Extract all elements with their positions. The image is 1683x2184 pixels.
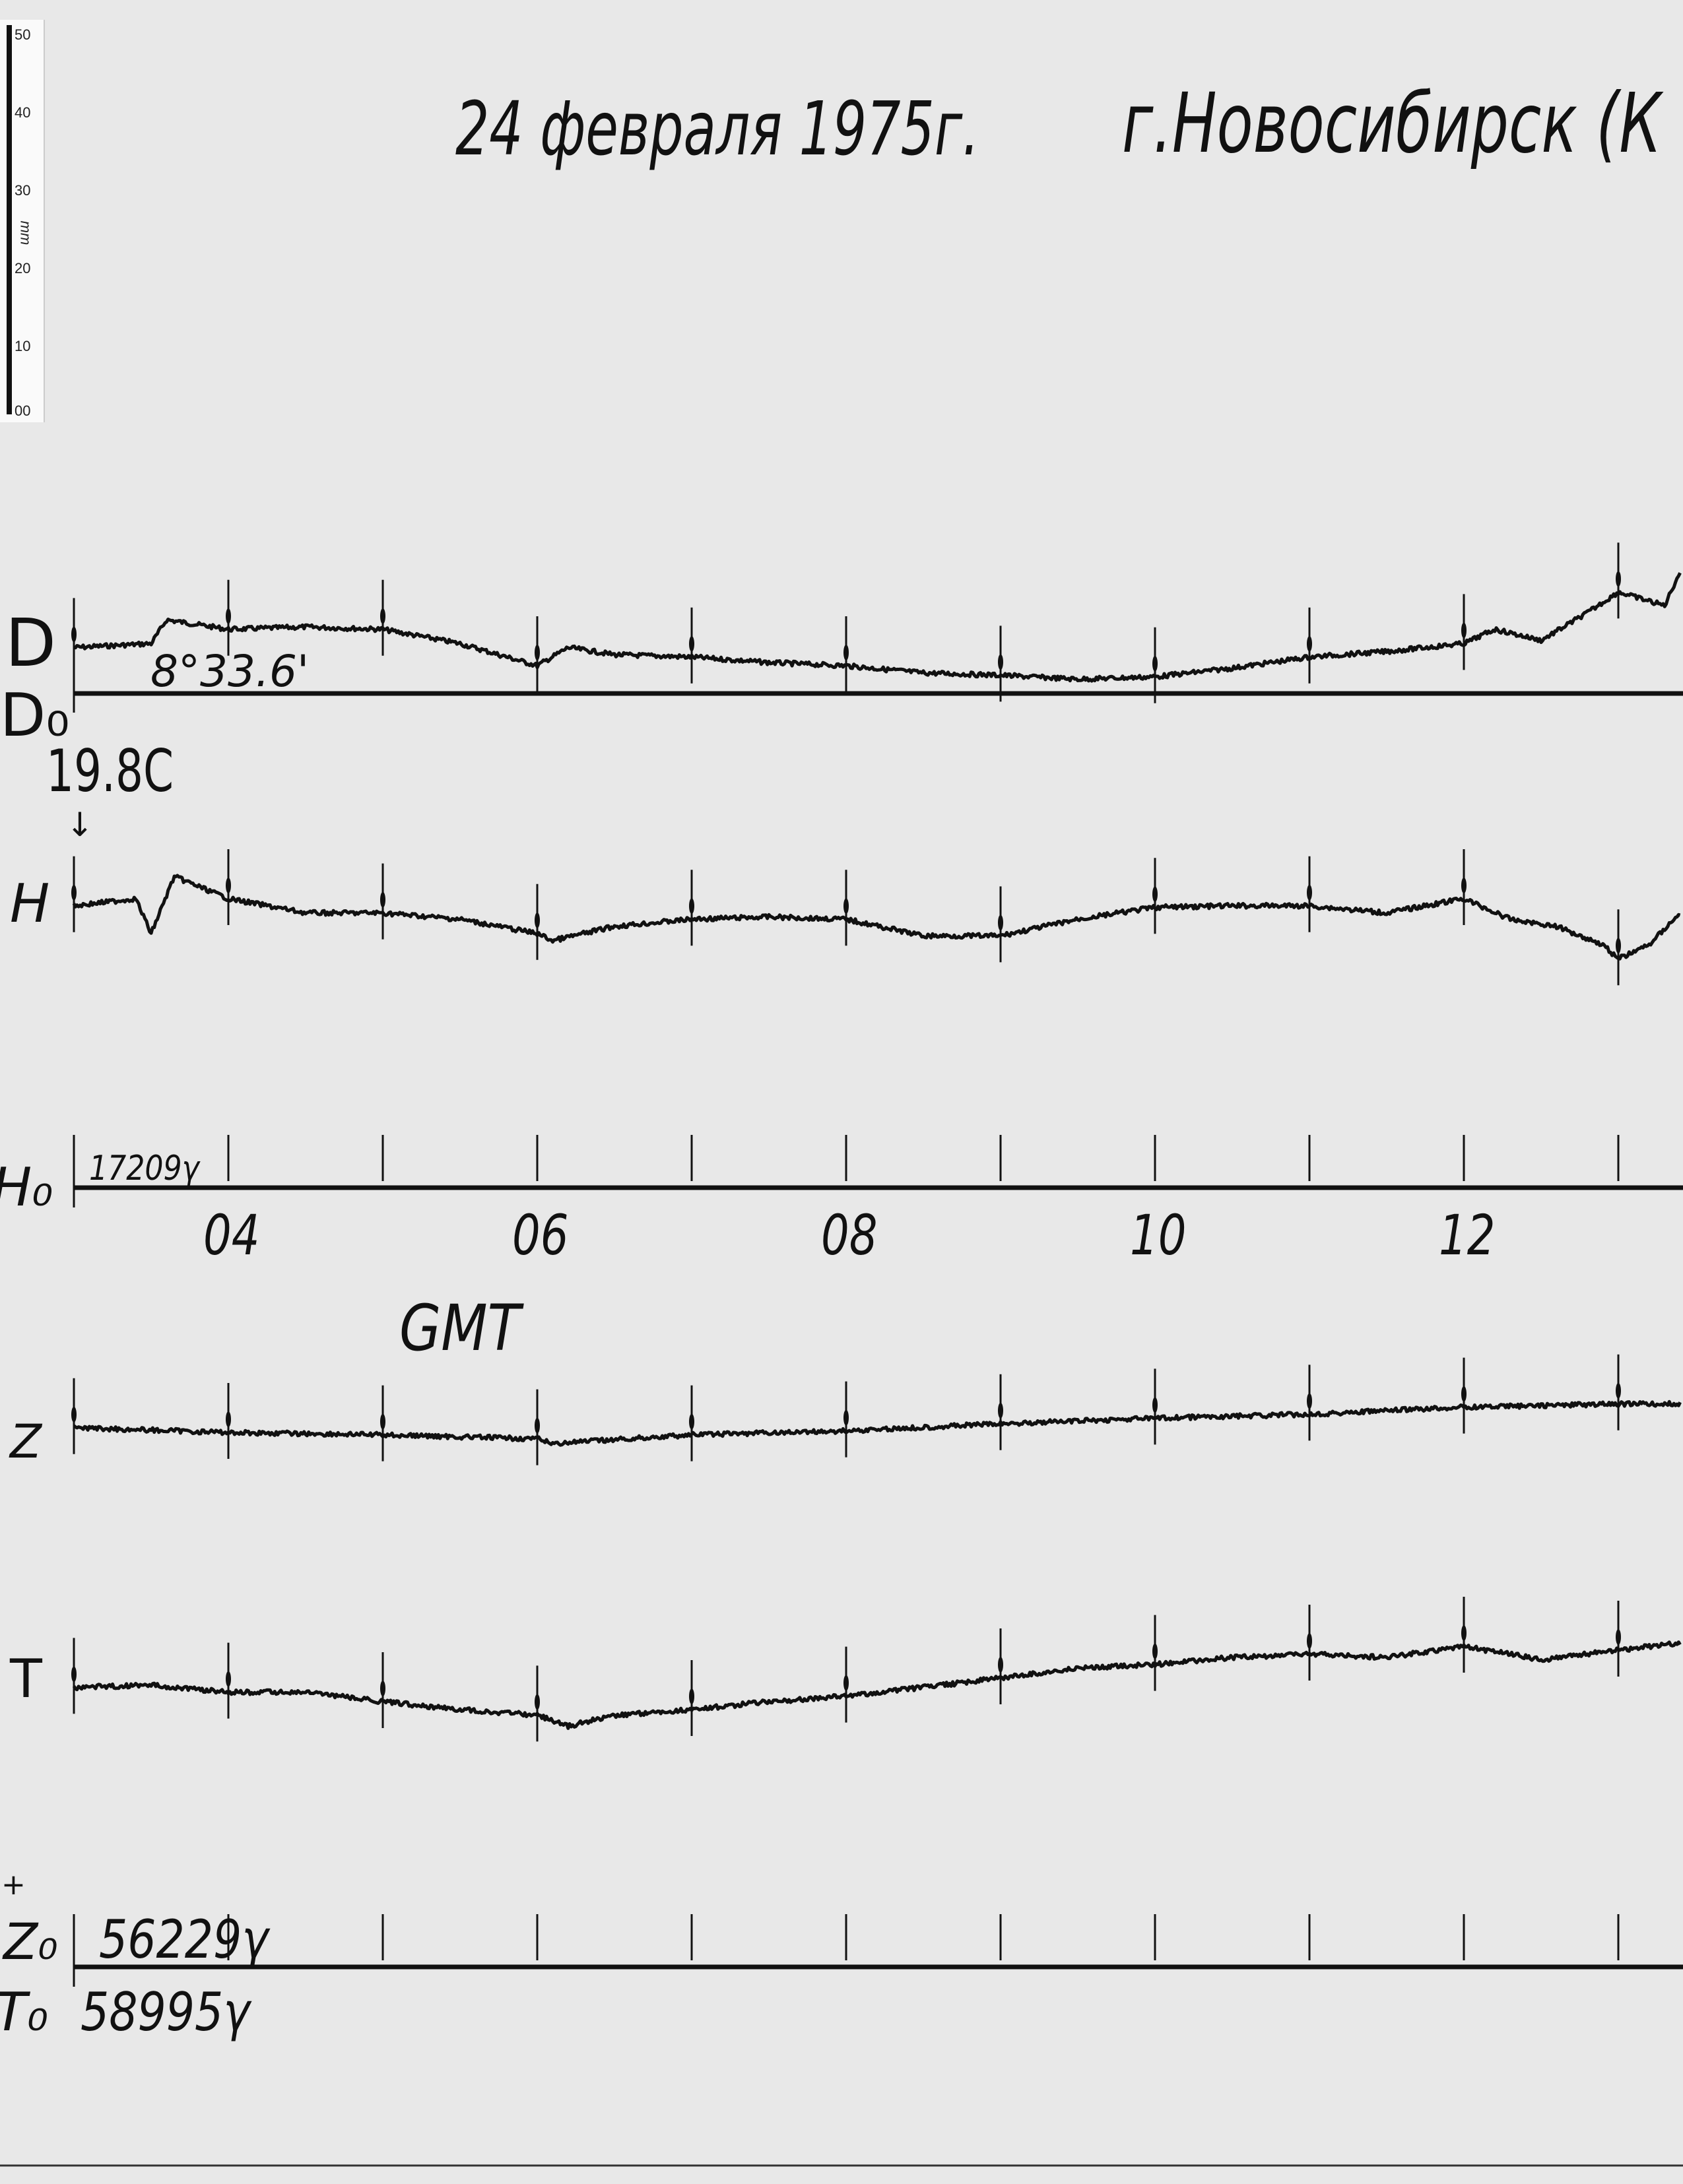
hour-tick-mark-H <box>1152 886 1158 903</box>
scale-tick-label: 10 <box>15 338 31 354</box>
hour-tick-mark-D <box>1616 571 1621 587</box>
label-Z: Z <box>10 1415 42 1469</box>
hour-tick-mark-D <box>380 608 385 624</box>
hour-tick-mark-H <box>535 912 540 928</box>
hour-tick-mark-D <box>535 645 540 660</box>
scale-tick-label: 50 <box>15 26 31 43</box>
scale-bar-rule <box>7 25 12 414</box>
trace-T <box>72 1640 1682 1730</box>
hour-tick-mark-H <box>1461 878 1467 893</box>
hour-tick-mark-H <box>226 878 231 893</box>
label-T: T <box>10 1648 42 1710</box>
label-D: D <box>5 604 57 682</box>
time-axis-label: GMT <box>399 1291 521 1365</box>
hour-tick-mark-Z <box>380 1413 385 1430</box>
hour-tick-mark-T <box>843 1675 849 1691</box>
hour-tick-mark-T <box>1616 1629 1621 1645</box>
plus-sign: + <box>1 1868 26 1902</box>
hour-tick-mark-Z <box>998 1402 1003 1419</box>
scale-tick-label: 30 <box>15 182 31 199</box>
hour-tick-mark-T <box>1307 1633 1312 1649</box>
hour-tick-mark-D <box>1461 622 1467 639</box>
hour-tick-mark-D <box>1152 655 1158 672</box>
D0-value: 8°33.6' <box>150 646 310 697</box>
hour-tick-mark-D <box>843 645 849 660</box>
mm-scale-bar: 50 40 30 mm 20 10 00 <box>0 20 45 422</box>
hour-tick-mark-D <box>998 654 1003 670</box>
hour-tick-mark-T <box>689 1688 694 1704</box>
hour-tick-mark-H <box>998 915 1003 931</box>
hour-tick-mark-T <box>71 1666 77 1683</box>
label-H0: H₀ <box>0 1157 53 1218</box>
arrow-down-icon: ↓ <box>66 806 94 844</box>
hour-tick-mark-D <box>226 608 231 624</box>
hour-tick-mark-Z <box>535 1417 540 1434</box>
trace-H <box>72 874 1681 961</box>
hour-tick-mark-Z <box>71 1406 77 1423</box>
x-tick-label: 12 <box>1439 1203 1496 1268</box>
hour-tick-mark-Z <box>1461 1386 1467 1402</box>
hour-tick-mark-H <box>689 898 694 915</box>
hour-tick-mark-T <box>1152 1643 1158 1659</box>
trace-D <box>73 572 1682 683</box>
hour-tick-mark-D <box>689 635 694 652</box>
T0-value: 58995γ <box>81 1981 250 2043</box>
Z0-value: 56229γ <box>99 1909 269 1970</box>
label-Z0: Z₀ <box>3 1912 58 1971</box>
hour-tick-mark-D <box>71 626 77 643</box>
title-date: 24 февраля 1975г. <box>455 86 979 172</box>
hour-tick-mark-H <box>843 898 849 915</box>
temperature-label: 19.8C <box>46 737 174 805</box>
scale-tick-label: 40 <box>15 104 31 121</box>
x-tick-label: 04 <box>203 1203 260 1268</box>
scale-tick-label: 20 <box>15 260 31 276</box>
hour-tick-mark-Z <box>689 1413 694 1430</box>
x-tick-label: 08 <box>821 1203 878 1268</box>
trace-Z <box>73 1399 1682 1447</box>
hour-tick-mark-H <box>1616 938 1621 954</box>
hour-tick-mark-Z <box>226 1411 231 1427</box>
label-T0: T₀ <box>0 1981 48 2043</box>
x-tick-label: 10 <box>1130 1203 1187 1268</box>
H0-value: 17209γ <box>89 1149 199 1188</box>
hour-tick-mark-T <box>535 1694 540 1710</box>
scale-tick-label: 00 <box>15 402 31 419</box>
hour-tick-mark-T <box>380 1681 385 1696</box>
hour-tick-mark-Z <box>1616 1382 1621 1399</box>
label-H: H <box>10 873 50 934</box>
hour-tick-mark-H <box>1307 884 1312 901</box>
title-place: г.Новосибирск (К <box>1122 76 1662 172</box>
hour-tick-mark-T <box>998 1657 1003 1673</box>
hour-tick-mark-H <box>380 891 385 908</box>
hour-tick-mark-D <box>1307 635 1312 652</box>
hour-tick-mark-Z <box>843 1409 849 1426</box>
hour-tick-mark-H <box>71 884 77 901</box>
hour-tick-mark-Z <box>1152 1397 1158 1413</box>
hour-tick-mark-T <box>1461 1625 1467 1641</box>
hour-tick-mark-Z <box>1307 1393 1312 1409</box>
hour-tick-mark-T <box>226 1671 231 1687</box>
x-tick-label: 06 <box>512 1203 569 1268</box>
label-D0: D₀ <box>0 681 70 750</box>
